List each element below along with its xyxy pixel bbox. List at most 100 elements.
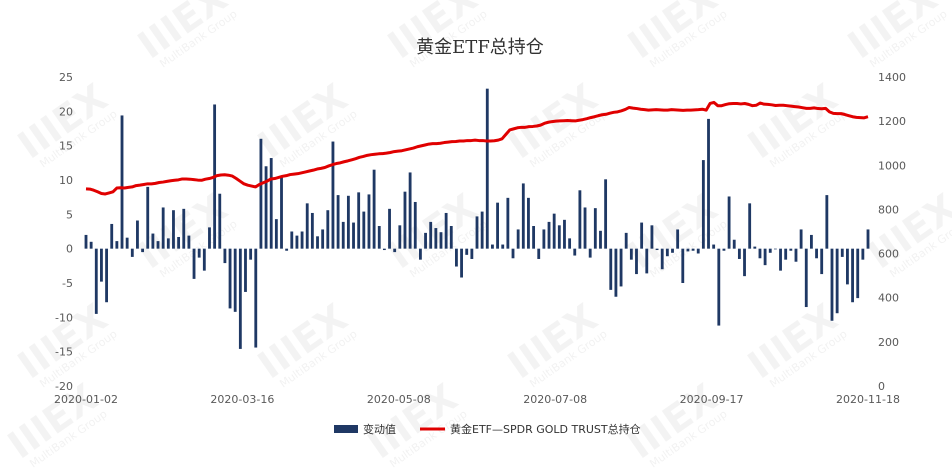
bar bbox=[418, 248, 422, 260]
bar bbox=[753, 246, 757, 249]
bar bbox=[532, 226, 536, 249]
bar bbox=[89, 241, 93, 249]
watermark-logo: IIIEXMultiBank Group bbox=[250, 295, 360, 390]
left-tick-label: 10 bbox=[59, 174, 73, 187]
bar bbox=[388, 208, 391, 249]
bar bbox=[707, 118, 710, 249]
bar bbox=[624, 232, 628, 249]
left-tick-label: -15 bbox=[55, 346, 73, 359]
bar bbox=[424, 232, 427, 249]
right-tick-label: 1400 bbox=[878, 71, 906, 84]
bar bbox=[377, 226, 381, 249]
bar bbox=[732, 239, 736, 249]
left-tick-label: -5 bbox=[62, 277, 73, 290]
bar bbox=[485, 88, 489, 249]
bar bbox=[475, 216, 479, 249]
bar bbox=[583, 207, 587, 249]
bar bbox=[444, 212, 448, 249]
bar bbox=[192, 248, 196, 279]
bar bbox=[563, 219, 566, 249]
bar bbox=[614, 248, 618, 297]
bar bbox=[501, 244, 505, 249]
bar bbox=[542, 229, 546, 249]
bar bbox=[316, 236, 319, 249]
watermark-logo: IIIEXMultiBank Group bbox=[500, 75, 610, 170]
bar bbox=[218, 193, 222, 249]
bar bbox=[357, 192, 361, 249]
x-tick-label: 2020-01-02 bbox=[54, 393, 118, 406]
bar bbox=[645, 248, 649, 274]
left-tick-label: 15 bbox=[59, 140, 73, 153]
bar bbox=[609, 248, 613, 290]
bar bbox=[768, 248, 772, 253]
bar bbox=[300, 231, 304, 249]
bar bbox=[671, 248, 674, 253]
x-tick-label: 2020-03-16 bbox=[210, 393, 274, 406]
legend: 变动值 黄金ETF—SPDR GOLD TRUST总持仓 bbox=[334, 422, 641, 436]
bar bbox=[856, 248, 860, 299]
legend-swatch-bars bbox=[334, 425, 358, 433]
bar bbox=[326, 210, 330, 249]
bar bbox=[264, 166, 268, 249]
bar bbox=[846, 248, 849, 285]
bar bbox=[470, 248, 474, 259]
bar bbox=[665, 248, 669, 257]
bar bbox=[506, 197, 510, 249]
bar bbox=[161, 207, 165, 249]
left-tick-label: 25 bbox=[59, 71, 73, 84]
bar bbox=[547, 221, 551, 249]
x-tick-label: 2020-11-18 bbox=[836, 393, 900, 406]
bar bbox=[794, 248, 798, 262]
bar bbox=[743, 248, 746, 277]
bar bbox=[372, 169, 376, 249]
bar bbox=[815, 248, 818, 259]
right-tick-label: 1000 bbox=[878, 159, 906, 172]
x-tick-label: 2020-05-08 bbox=[367, 393, 431, 406]
bar bbox=[105, 248, 108, 303]
right-tick-label: 600 bbox=[878, 248, 899, 261]
bar bbox=[691, 248, 695, 251]
bar bbox=[511, 248, 515, 259]
bar bbox=[166, 238, 170, 249]
watermark-logo: IIIEXMultiBank Group bbox=[130, 0, 240, 70]
line-series bbox=[85, 100, 869, 196]
bar bbox=[784, 248, 788, 260]
bar bbox=[177, 236, 181, 249]
bar bbox=[830, 248, 834, 321]
watermark-logo: IIIEXMultiBank Group bbox=[840, 0, 950, 70]
chart-title: 黄金ETF总持仓 bbox=[416, 37, 544, 58]
bar bbox=[496, 202, 499, 249]
bar bbox=[825, 195, 829, 249]
left-axis-ticks: -20 -15 -10 -5 0 5 10 15 20 25 bbox=[55, 71, 73, 393]
bar bbox=[223, 248, 227, 264]
bar bbox=[851, 248, 854, 303]
bar bbox=[552, 213, 556, 249]
bar bbox=[136, 220, 139, 249]
bar bbox=[208, 227, 211, 249]
bar bbox=[676, 229, 680, 249]
x-tick-label: 2020-07-08 bbox=[523, 393, 587, 406]
bar bbox=[141, 248, 145, 253]
bar bbox=[717, 248, 721, 326]
bar bbox=[341, 221, 345, 249]
bar bbox=[146, 186, 150, 249]
bar bbox=[156, 241, 160, 249]
bar bbox=[455, 248, 458, 267]
bar bbox=[336, 195, 340, 249]
bar bbox=[516, 229, 520, 249]
bar bbox=[727, 196, 731, 249]
bar bbox=[521, 183, 525, 249]
bar bbox=[130, 248, 134, 257]
bar bbox=[491, 244, 494, 249]
bar bbox=[382, 248, 386, 251]
bar bbox=[115, 241, 119, 249]
bar bbox=[650, 225, 654, 249]
watermark-logo: IIIEXMultiBank Group bbox=[500, 295, 610, 390]
bar bbox=[182, 208, 186, 249]
left-tick-label: 0 bbox=[66, 243, 73, 256]
bar bbox=[635, 248, 638, 275]
x-axis-ticks: 2020-01-02 2020-03-16 2020-05-08 2020-07-08… bbox=[54, 393, 900, 406]
right-tick-label: 400 bbox=[878, 292, 899, 305]
bar bbox=[244, 248, 247, 292]
bar bbox=[629, 248, 633, 260]
